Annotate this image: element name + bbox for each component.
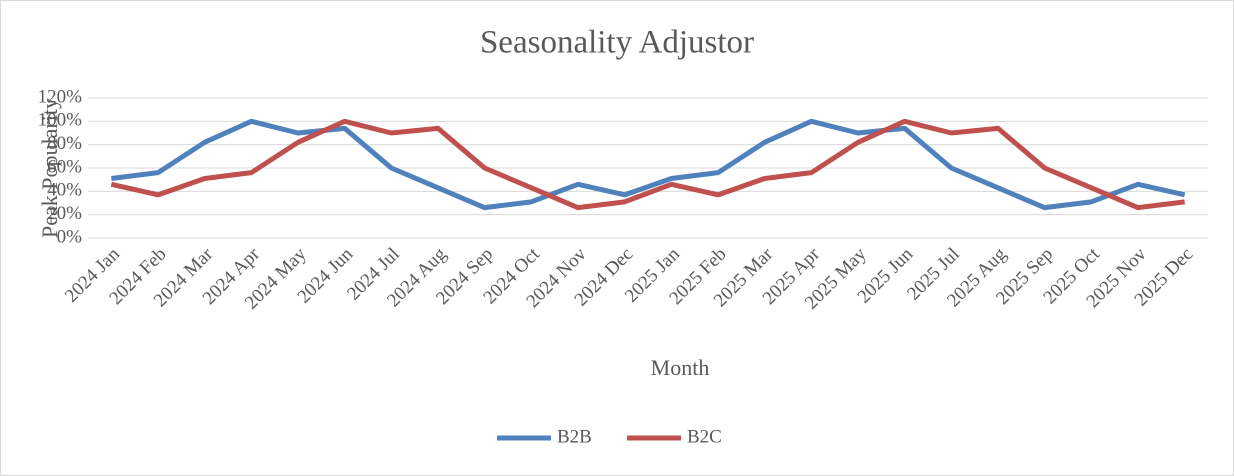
y-tick-label: 0% [57, 226, 83, 247]
line-series [111, 118, 1186, 211]
legend-label: B2C [687, 426, 722, 447]
legend-label: B2B [557, 426, 592, 447]
y-tick-label: 40% [47, 180, 82, 201]
y-tick-label: 20% [47, 203, 82, 224]
y-tick-label: 60% [47, 156, 82, 177]
x-axis-title: Month [651, 355, 710, 380]
y-axis-title: Peak Popularity [37, 98, 62, 238]
y-tick-label: 120% [38, 86, 83, 107]
chart-title: Seasonality Adjustor [480, 25, 754, 61]
y-tick-label: 80% [47, 133, 82, 154]
line-series [110, 118, 1185, 211]
y-tick-label: 100% [38, 110, 83, 131]
